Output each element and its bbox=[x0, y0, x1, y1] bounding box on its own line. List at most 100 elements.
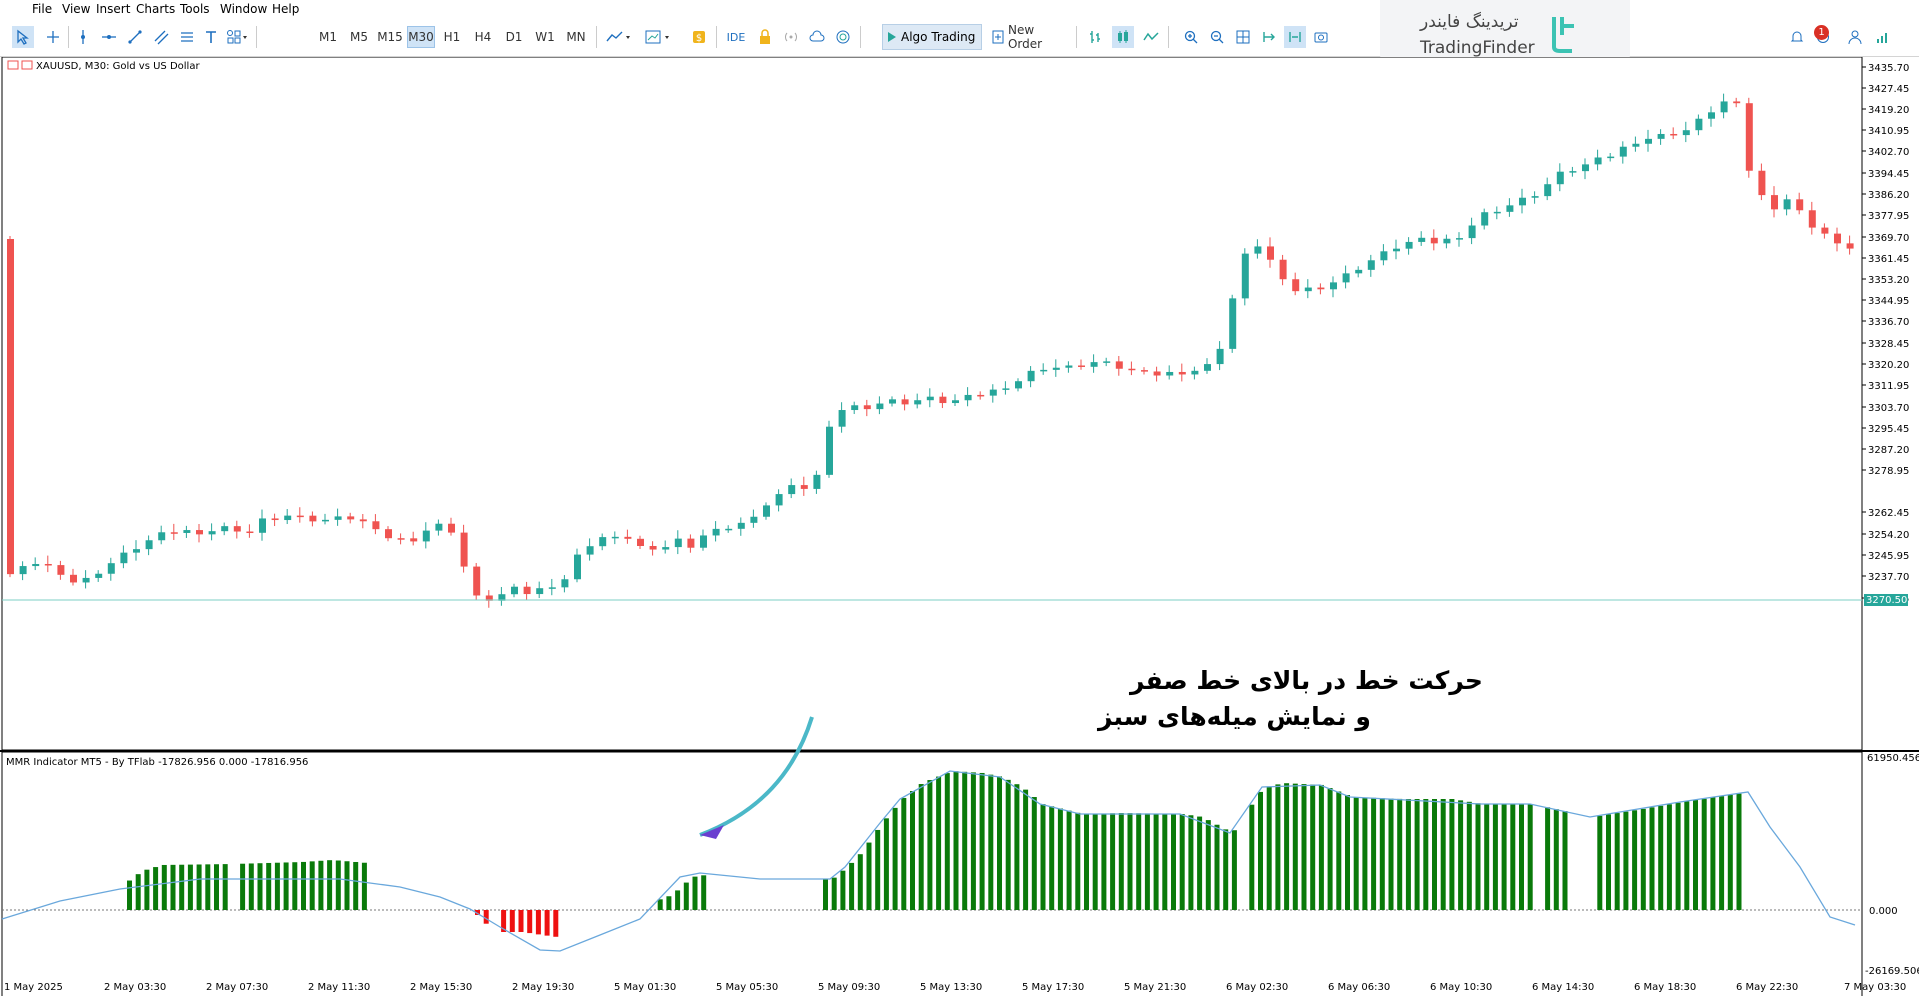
candle-body bbox=[674, 538, 682, 548]
histogram-bar bbox=[831, 877, 837, 910]
histogram-bar bbox=[1527, 804, 1533, 910]
histogram-bar bbox=[1658, 805, 1664, 910]
candle-body bbox=[1405, 241, 1413, 249]
timeframe-m30[interactable]: M30 bbox=[407, 26, 435, 48]
chart-shift-icon[interactable] bbox=[1284, 26, 1306, 48]
price-tick-label: 3245.95 bbox=[1868, 551, 1909, 562]
text-tool-icon[interactable] bbox=[200, 26, 222, 48]
histogram-bar bbox=[1562, 811, 1568, 910]
ide-button[interactable]: IDE bbox=[726, 30, 746, 44]
candle-body bbox=[1267, 246, 1274, 260]
toolbar: M1 M5 M15 M30 H1 H4 D1 W1 MN $ IDE Algo … bbox=[0, 18, 1919, 57]
candle-body bbox=[700, 535, 707, 548]
cursor-tool-icon[interactable] bbox=[12, 26, 34, 48]
timeframe-h4[interactable]: H4 bbox=[474, 30, 492, 44]
market-icon[interactable]: $ bbox=[688, 26, 710, 48]
grid-icon[interactable] bbox=[1232, 26, 1254, 48]
histogram-bar bbox=[849, 862, 855, 910]
candle-body bbox=[1002, 388, 1010, 390]
trendline-icon[interactable] bbox=[124, 26, 146, 48]
horizontal-line-icon[interactable] bbox=[98, 26, 120, 48]
time-tick-label: 6 May 10:30 bbox=[1430, 982, 1492, 993]
chart-template-icon[interactable] bbox=[642, 26, 674, 48]
chart-window[interactable]: XAUUSD, M30: Gold vs US Dollar 3435.70 34… bbox=[0, 56, 1919, 999]
candle-body bbox=[158, 532, 166, 541]
new-order-label: New Order bbox=[1007, 23, 1043, 51]
candle-body bbox=[1468, 225, 1476, 239]
screenshot-icon[interactable] bbox=[1310, 26, 1332, 48]
logo-persian-text: تریدینگ فایندر bbox=[1420, 12, 1519, 32]
histogram-bar bbox=[344, 861, 350, 910]
indicator-axis-top: 61950.456 bbox=[1867, 753, 1919, 764]
candle-body bbox=[926, 396, 934, 401]
cloud-icon[interactable] bbox=[806, 26, 828, 48]
zoom-out-icon[interactable] bbox=[1206, 26, 1228, 48]
candle-body bbox=[1128, 368, 1136, 371]
candle-body bbox=[170, 532, 178, 534]
time-tick-label: 1 May 2025 bbox=[4, 982, 63, 993]
histogram-bar bbox=[1379, 798, 1385, 910]
histogram-bar bbox=[1345, 795, 1350, 910]
candle-body bbox=[120, 552, 128, 564]
timeframe-h1[interactable]: H1 bbox=[443, 30, 461, 44]
histogram-bar bbox=[944, 773, 950, 910]
menu-file[interactable]: File bbox=[32, 2, 53, 16]
fibonacci-icon[interactable] bbox=[176, 26, 198, 48]
line-chart-icon[interactable] bbox=[1140, 26, 1162, 48]
svg-text:$: $ bbox=[696, 33, 702, 44]
bar-chart-icon[interactable] bbox=[1084, 26, 1106, 48]
histogram-bar bbox=[1458, 800, 1464, 910]
candle-body bbox=[1178, 371, 1186, 375]
menu-charts[interactable]: Charts bbox=[136, 2, 176, 16]
signal-strength-icon[interactable] bbox=[1872, 26, 1894, 48]
vertical-line-icon[interactable] bbox=[72, 26, 94, 48]
histogram-bar bbox=[1545, 807, 1551, 910]
signal-icon[interactable] bbox=[780, 26, 802, 48]
chart-canvas[interactable]: XAUUSD, M30: Gold vs US Dollar 3435.7034… bbox=[0, 56, 1919, 999]
autoscroll-icon[interactable] bbox=[1258, 26, 1280, 48]
histogram-bar bbox=[701, 875, 707, 910]
crosshair-icon[interactable] bbox=[42, 26, 64, 48]
menu-window[interactable]: Window bbox=[220, 2, 268, 16]
channel-icon[interactable] bbox=[150, 26, 172, 48]
lock-icon[interactable] bbox=[754, 26, 776, 48]
candlestick-icon[interactable] bbox=[1112, 26, 1134, 48]
menu-insert[interactable]: Insert bbox=[96, 2, 131, 16]
histogram-bar bbox=[135, 874, 141, 910]
menu-view[interactable]: View bbox=[62, 2, 91, 16]
timeframe-d1[interactable]: D1 bbox=[505, 30, 523, 44]
indicators-menu-icon[interactable] bbox=[604, 26, 634, 48]
histogram-bar bbox=[535, 910, 541, 935]
zoom-in-icon[interactable] bbox=[1180, 26, 1202, 48]
timeframe-mn[interactable]: MN bbox=[566, 30, 586, 44]
timeframe-m5[interactable]: M5 bbox=[350, 30, 368, 44]
bell-icon[interactable] bbox=[1786, 26, 1808, 48]
candle-body bbox=[511, 586, 518, 595]
algo-trading-button[interactable]: Algo Trading bbox=[882, 24, 982, 50]
candle-body bbox=[901, 399, 909, 405]
new-order-button[interactable]: New Order bbox=[990, 23, 1072, 51]
histogram-bar bbox=[883, 818, 889, 910]
timeframe-m15[interactable]: M15 bbox=[377, 30, 403, 44]
account-icon[interactable] bbox=[1844, 26, 1866, 48]
histogram-bar bbox=[1432, 799, 1437, 910]
histogram-bar bbox=[301, 861, 306, 910]
shapes-menu-icon[interactable] bbox=[224, 26, 250, 48]
candle-body bbox=[271, 518, 279, 521]
candle-body bbox=[1317, 287, 1325, 290]
histogram-bar bbox=[1092, 813, 1098, 910]
histogram-bar bbox=[1440, 799, 1446, 910]
histogram-bar bbox=[1371, 797, 1377, 910]
timeframe-m1[interactable]: M1 bbox=[319, 30, 337, 44]
menu-help[interactable]: Help bbox=[272, 2, 300, 16]
menu-tools[interactable]: Tools bbox=[180, 2, 210, 16]
histogram-bar bbox=[127, 880, 132, 910]
time-tick-label: 2 May 19:30 bbox=[512, 982, 574, 993]
candle-body bbox=[410, 538, 418, 542]
timeframe-w1[interactable]: W1 bbox=[535, 30, 555, 44]
vps-icon[interactable] bbox=[832, 26, 854, 48]
candle-body bbox=[889, 399, 896, 404]
candle-body bbox=[1380, 251, 1388, 261]
price-tick-label: 3311.95 bbox=[1868, 381, 1909, 392]
candle-body bbox=[624, 536, 632, 539]
